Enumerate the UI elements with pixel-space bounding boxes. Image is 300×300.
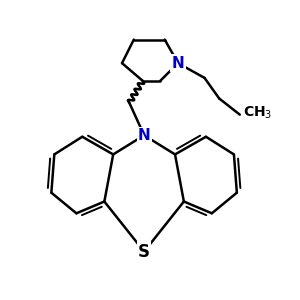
Text: N: N	[138, 128, 151, 143]
Text: S: S	[138, 243, 150, 261]
Text: N: N	[172, 56, 184, 70]
Text: CH$_3$: CH$_3$	[243, 105, 273, 122]
